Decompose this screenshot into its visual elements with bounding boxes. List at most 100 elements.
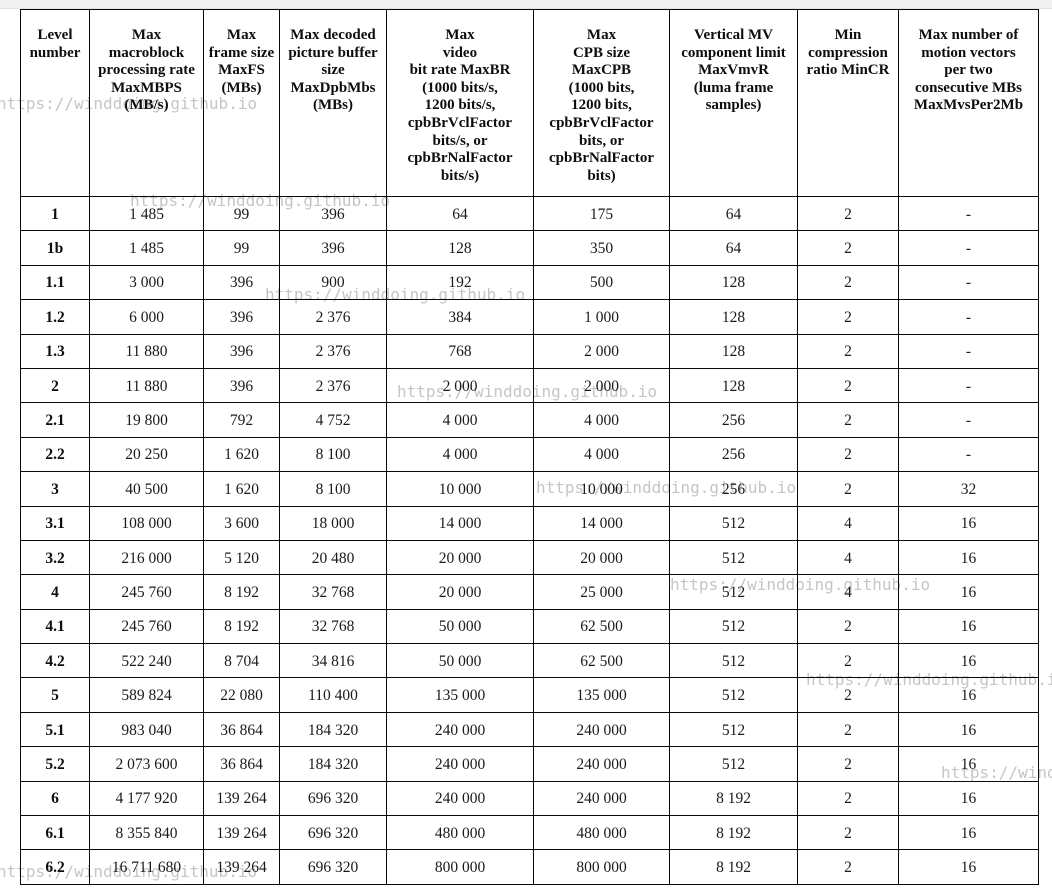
value-cell: 2 000 <box>533 367 670 404</box>
value-cell: 64 <box>669 230 798 266</box>
value-cell: 384 <box>386 299 534 335</box>
column-header-line: Max <box>445 27 475 43</box>
value-cell: 768 <box>386 333 534 369</box>
value-cell: 2 <box>797 677 899 713</box>
value-cell: 10 000 <box>533 471 670 507</box>
value-cell: 2 073 600 <box>89 746 204 782</box>
column-header-line: MaxFS <box>218 62 265 79</box>
table-header-row: Level number Max macroblock processing rate M… <box>20 9 1039 197</box>
column-header-line: MaxVmvR <box>698 62 769 79</box>
table-row-level-5.2: 5.2 2 073 600 36 864 184 320 240 000 240 000 5… <box>20 746 1039 782</box>
value-cell: 36 864 <box>203 711 280 748</box>
value-cell: 8 192 <box>669 780 798 817</box>
value-cell: 512 <box>669 574 798 610</box>
column-header-line: Max <box>131 27 162 43</box>
column-header-line: ratio MinCR <box>806 62 890 79</box>
column-header-line: bits, or <box>579 132 624 149</box>
value-cell: 16 <box>898 643 1039 679</box>
value-cell: 2 <box>797 643 899 679</box>
value-cell: 1 620 <box>203 436 280 473</box>
column-header-line: bit rate MaxBR <box>409 62 511 79</box>
value-cell: 4 <box>797 539 899 576</box>
value-cell: 8 704 <box>203 643 280 679</box>
column-header-4: Max video bit rate MaxBR (1000 bits/s, 1200 … <box>386 9 534 197</box>
column-header-5: Max CPB size MaxCPB (1000 bits, 1200 bits, cp… <box>533 9 670 197</box>
column-header-line: samples) <box>705 97 762 114</box>
table-row-level-6.2: 6.2 16 711 680 139 264 696 320 800 000 800 00… <box>20 849 1039 885</box>
value-cell: 2 <box>797 746 899 782</box>
value-cell: 512 <box>669 539 798 576</box>
value-cell: 522 240 <box>89 643 204 679</box>
value-cell: 20 000 <box>386 574 534 610</box>
column-header-0: Level number <box>20 9 90 197</box>
level-cell: 1b <box>20 230 90 266</box>
value-cell: 19 800 <box>89 402 204 438</box>
table-row-level-5: 5 589 824 22 080 110 400 135 000 135 000 512 2 1… <box>20 677 1039 713</box>
value-cell: 32 <box>898 471 1039 507</box>
column-header-line: picture buffer <box>288 44 378 61</box>
table-row-level-5.1: 5.1 983 040 36 864 184 320 240 000 240 000 512… <box>20 711 1039 748</box>
table-row-level-4.1: 4.1 245 760 8 192 32 768 50 000 62 500 512 2 16 <box>20 608 1039 645</box>
value-cell: 4 000 <box>533 402 670 438</box>
table-row-level-1.2: 1.2 6 000 396 2 376 384 1 000 128 2- <box>20 299 1039 335</box>
value-cell: - <box>898 264 1039 301</box>
value-cell: 2 <box>797 367 899 404</box>
column-header-8: Max number of motion vectors per two consec… <box>898 9 1039 197</box>
value-cell: 396 <box>279 230 387 266</box>
column-header-line: 1200 bits/s, <box>424 97 496 114</box>
value-cell: 256 <box>669 436 798 473</box>
value-cell: 16 <box>898 677 1039 713</box>
value-cell: 512 <box>669 746 798 782</box>
value-cell: 1 485 <box>89 195 204 232</box>
value-cell: 900 <box>279 264 387 301</box>
value-cell: 34 816 <box>279 643 387 679</box>
value-cell: 108 000 <box>89 505 204 541</box>
level-cell: 1.3 <box>20 333 90 369</box>
value-cell: 2 <box>797 230 899 266</box>
column-header-line: cpbBrVclFactor <box>407 114 513 131</box>
value-cell: - <box>898 195 1039 232</box>
level-cell: 2.2 <box>20 436 90 473</box>
value-cell: 2 376 <box>279 367 387 404</box>
column-header-line: CPB size <box>572 44 631 61</box>
level-cell: 1.2 <box>20 299 90 335</box>
value-cell: 99 <box>203 195 280 232</box>
value-cell: 32 768 <box>279 608 387 645</box>
value-cell: 128 <box>669 333 798 369</box>
column-header-line: MaxMvsPer2Mb <box>913 97 1024 114</box>
value-cell: 512 <box>669 505 798 541</box>
value-cell: 110 400 <box>279 677 387 713</box>
value-cell: - <box>898 299 1039 335</box>
level-cell: 2.1 <box>20 402 90 438</box>
value-cell: 2 <box>797 711 899 748</box>
value-cell: 350 <box>533 230 670 266</box>
value-cell: 10 000 <box>386 471 534 507</box>
column-header-line: 1200 bits, <box>571 97 632 114</box>
value-cell: 256 <box>669 471 798 507</box>
value-cell: 256 <box>669 402 798 438</box>
value-cell: 3 000 <box>89 264 204 301</box>
column-header-line: size <box>321 62 345 79</box>
value-cell: 500 <box>533 264 670 301</box>
value-cell: 2 <box>797 264 899 301</box>
column-header-line: Level <box>37 27 73 43</box>
value-cell: 8 192 <box>203 574 280 610</box>
value-cell: 2 000 <box>533 333 670 369</box>
value-cell: 2 <box>797 402 899 438</box>
value-cell: 8 192 <box>203 608 280 645</box>
value-cell: 16 <box>898 780 1039 817</box>
level-cell: 3.2 <box>20 539 90 576</box>
value-cell: 4 000 <box>386 436 534 473</box>
value-cell: 696 320 <box>279 849 387 885</box>
value-cell: 8 355 840 <box>89 815 204 851</box>
column-header-line: cpbBrNalFactor <box>549 150 654 167</box>
value-cell: 4 <box>797 505 899 541</box>
value-cell: 512 <box>669 711 798 748</box>
value-cell: 396 <box>203 333 280 369</box>
table-row-level-3.1: 3.1 108 000 3 600 18 000 14 000 14 000 512 4 16 <box>20 505 1039 541</box>
value-cell: 16 <box>898 815 1039 851</box>
column-header-line: number <box>29 44 81 61</box>
value-cell: 184 320 <box>279 711 387 748</box>
value-cell: 240 000 <box>386 746 534 782</box>
